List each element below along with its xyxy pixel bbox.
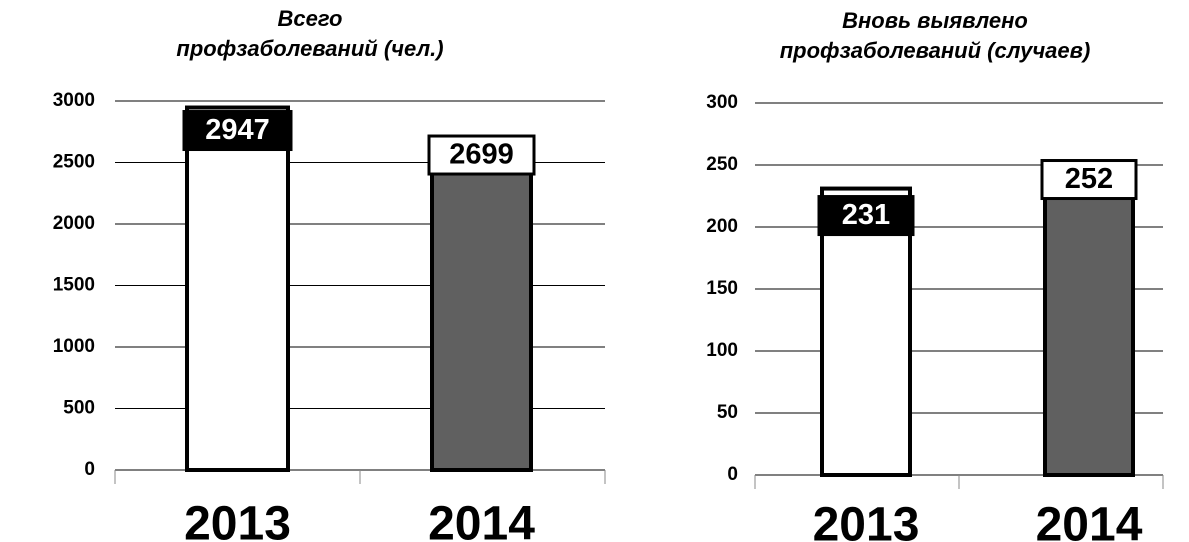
chart-title: профзаболеваний (чел.) [176,36,443,61]
y-tick-label: 2500 [53,152,95,173]
x-tick-label: 2014 [428,498,535,542]
x-tick-label: 2013 [813,499,920,542]
chart-title: Всего [278,6,343,31]
y-tick-label: 50 [717,402,738,423]
x-tick-label: 2013 [184,498,291,542]
y-tick-label: 1000 [53,336,95,357]
bar [185,105,290,472]
chart-title: Вновь выявлено [842,8,1028,33]
y-tick-label: 200 [706,216,738,237]
bar [1043,160,1135,478]
y-tick-label: 300 [706,92,738,113]
value-label-box [182,110,293,152]
value-label-box [817,195,915,237]
chart-title: профзаболеваний (случаев) [780,38,1091,63]
value-label: 2699 [449,139,514,171]
y-tick-label: 0 [84,459,95,480]
bar [430,136,533,472]
value-label-box [1040,159,1138,201]
value-label-box [427,134,536,176]
x-tick-label: 2014 [1036,499,1143,542]
value-label: 231 [842,199,890,231]
y-tick-label: 3000 [53,90,95,111]
y-tick-label: 150 [706,278,738,299]
value-label: 252 [1065,163,1113,195]
value-label: 2947 [205,114,270,146]
bar [820,186,912,477]
y-tick-label: 500 [63,398,95,419]
y-tick-label: 1500 [53,275,95,296]
y-tick-label: 100 [706,340,738,361]
y-tick-label: 2000 [53,213,95,234]
y-tick-label: 250 [706,154,738,175]
y-tick-label: 0 [727,464,738,485]
